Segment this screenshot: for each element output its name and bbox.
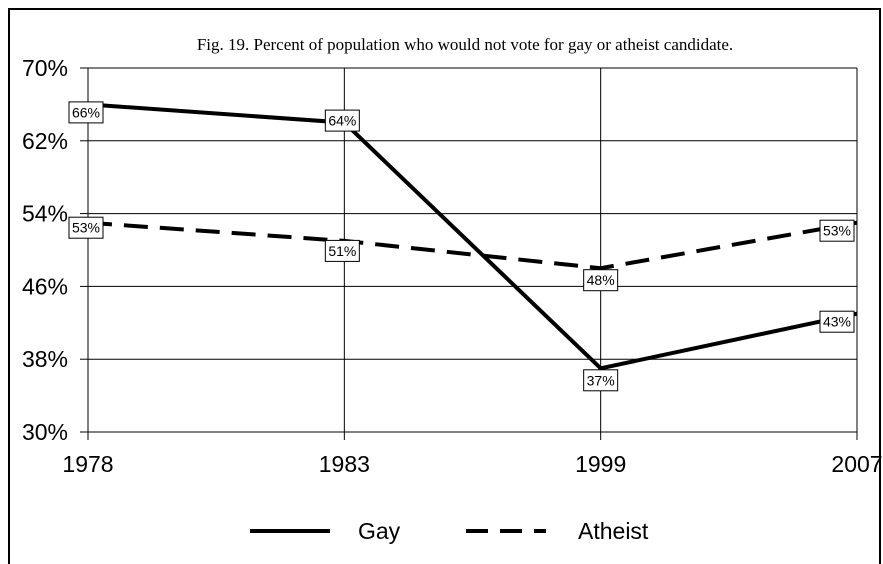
data-labels: 66% 64% 37% 43% 53% 51% 48% 53% xyxy=(68,101,855,392)
series-line-gay xyxy=(87,102,858,371)
data-label-text: 53% xyxy=(72,220,100,236)
ytick-label: 30% xyxy=(22,419,68,445)
data-label-box xyxy=(68,216,104,239)
data-label-gay: 43% xyxy=(819,310,855,333)
legend-label-gay: Gay xyxy=(358,518,401,544)
ytick-label: 70% xyxy=(22,55,68,81)
ytick-label: 46% xyxy=(22,273,68,299)
data-label-atheist: 53% xyxy=(819,219,855,242)
data-label-text: 53% xyxy=(823,223,851,239)
data-label-box xyxy=(583,269,619,292)
data-label-text: 51% xyxy=(328,243,356,259)
data-label-text: 64% xyxy=(328,113,356,129)
data-label-box xyxy=(324,109,360,132)
xtick-label: 1999 xyxy=(575,451,626,477)
chart-title: Fig. 19. Percent of population who would… xyxy=(197,35,733,54)
data-label-text: 48% xyxy=(587,272,615,288)
chart-border xyxy=(8,8,881,564)
data-label-atheist: 53% xyxy=(68,216,104,239)
ytick-label: 38% xyxy=(22,346,68,372)
data-label-box xyxy=(819,219,855,242)
data-label-box xyxy=(819,310,855,333)
data-label-text: 43% xyxy=(823,314,851,330)
legend: Gay Atheist xyxy=(250,518,649,544)
legend-label-atheist: Atheist xyxy=(578,518,649,544)
xtick-label: 1978 xyxy=(62,451,113,477)
data-label-gay: 64% xyxy=(324,109,360,132)
data-label-gay: 37% xyxy=(583,369,619,392)
axes: 30% 38% 46% 54% 62% 70% 1978 1983 1999 2007 xyxy=(22,55,883,477)
data-label-atheist: 51% xyxy=(324,239,360,262)
xtick-label: 2007 xyxy=(831,451,882,477)
data-label-atheist: 48% xyxy=(583,269,619,292)
xtick-label: 1983 xyxy=(319,451,370,477)
data-label-gay: 66% xyxy=(68,101,104,124)
series-line-atheist xyxy=(87,220,858,271)
data-label-text: 37% xyxy=(587,372,615,388)
data-label-box xyxy=(68,101,104,124)
grid xyxy=(88,67,857,433)
ytick-label: 62% xyxy=(22,128,68,154)
data-label-box xyxy=(583,369,619,392)
series-group xyxy=(87,102,858,371)
data-label-text: 66% xyxy=(72,104,100,120)
data-label-box xyxy=(324,239,360,262)
ytick-label: 54% xyxy=(22,201,68,227)
